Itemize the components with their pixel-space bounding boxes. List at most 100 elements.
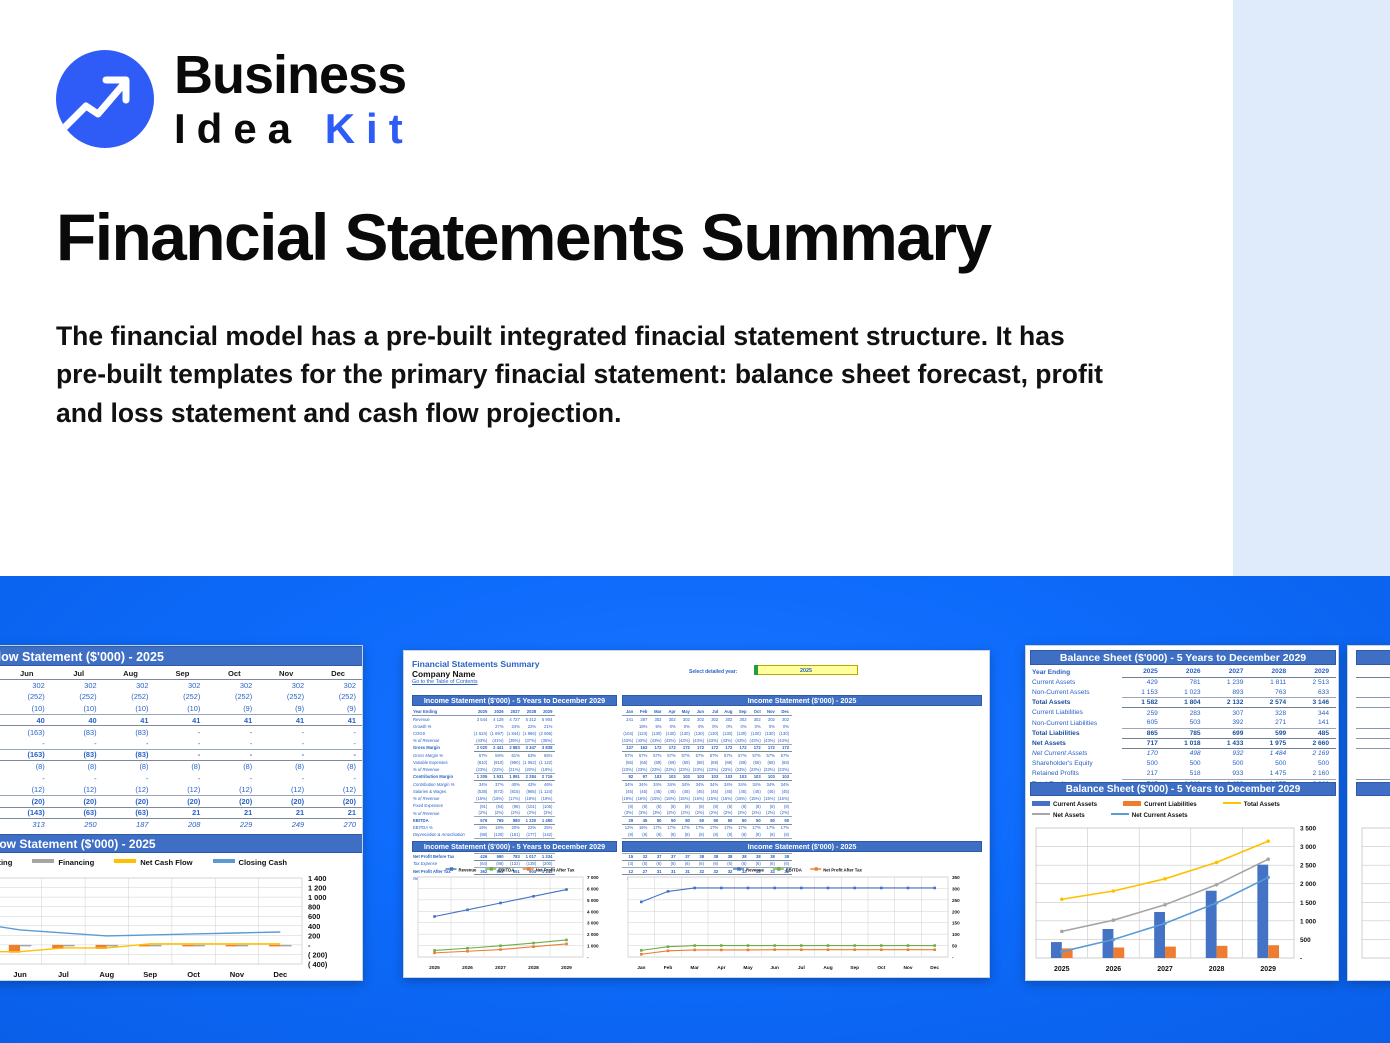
column-header: Jul [52,668,105,681]
table-cell: 1 297 [1356,697,1390,709]
table-cell: 302 [654,716,662,722]
table-cell: 37 [650,853,665,861]
table-cell: 2 441 [490,744,507,753]
table-cell: (23%) [777,766,793,774]
legend-item: Investing [0,858,13,867]
table-cell: 500 [1317,760,1329,768]
table-cell: 250 [84,820,97,830]
table-cell: 57% [709,752,719,758]
balance-sheet-screenshot-card[interactable]: Balance Sheet ($'000) - 5 Years to Decem… [1025,645,1339,981]
table-cell: 37 [664,853,679,861]
column-header: May [678,708,693,716]
cash-flow-screenshot-card[interactable]: Cash Flow Statement ($'000) - 2025 MayJu… [0,645,363,981]
table-of-contents-link[interactable]: Go to the Table of Contents [412,679,478,685]
table-cell: (64) [474,860,491,869]
svg-text:-: - [1300,956,1302,963]
hero-accent-panel [1233,0,1390,576]
table-cell: (6) [650,860,665,869]
table-cell: (15%) [749,795,764,803]
svg-text:Net Profit After Tax: Net Profit After Tax [823,868,862,873]
table-cell: (163) [0,749,1,762]
table-cell: (23%) [678,766,693,774]
table-cell: - [146,773,149,783]
table-cell: (130) [765,730,775,736]
table-cell: (2%) [763,809,778,818]
table-cell: (2%) [721,809,736,818]
table-cell: 59% [495,752,504,758]
svg-text:Jun: Jun [770,965,779,971]
table-cell: (142) [539,831,556,840]
table-cell: (43%) [692,737,708,745]
table-cell: 933 [1207,768,1251,780]
financial-summary-screenshot-card[interactable]: Financial Statements Summary Company Nam… [403,650,990,978]
table-cell: 500 [1146,760,1158,768]
table-cell: - [197,773,201,783]
table-cell: (8) [87,762,97,772]
table-cell: 172 [763,744,778,753]
table-cell: 2 020 [474,744,491,753]
brand-kit-text: Kit [324,105,414,152]
table-cell: 500 [1356,759,1390,769]
row-label: Total Liabilities [1032,729,1080,737]
table-cell: (88) [490,860,507,869]
balance-sheet-chart-title: Balance Sheet ($'000) - 5 Years to Decem… [1030,782,1336,796]
table-cell: (105) [542,803,553,809]
table-cell: 65% [544,752,553,758]
table-cell: 57% [780,752,790,758]
table-cell: 17% [723,825,733,831]
table-cell: - [249,727,253,737]
table-cell: 163 [636,744,651,753]
table-cell: (20) [52,795,105,808]
row-label: Contribution Margin [413,774,454,780]
table-cell: 429 [1146,679,1158,687]
table-cell: (161) [506,831,523,840]
table-cell: (15%) [721,795,736,803]
column-header: Jun [692,708,708,716]
year-selector-input[interactable]: 2025 [754,665,858,675]
table-cell: (138) [522,860,540,869]
table-cell: (6) [678,860,693,869]
table-cell: (10) [104,702,157,715]
column-header: Sep [735,708,750,716]
page-description: The financial model has a pre-built inte… [56,321,1104,428]
table-cell: 1 891 [506,773,523,782]
column-header: Aug [721,708,736,716]
table-row: Fixed Expenses (91) (94) (98) (101) (105) [412,802,555,809]
table-cell: 590 [490,853,507,861]
table-cell: 259 [1146,709,1158,717]
table-row: Current Liabilities 259 283 307 328 344 [1030,708,1336,718]
table-cell: (8) [713,803,719,809]
table-cell: 97 [636,773,651,782]
table-cell: (12) [156,783,209,797]
row-label: EBITDA % [413,825,433,831]
growth-arrow-icon [56,50,154,148]
table-cell: (12) [0,783,53,797]
table-cell: 599 [1250,728,1294,739]
table-row: (104) (123) (130) (130) (130) (130) (130) (130)… [622,730,792,737]
table-cell: 0% [697,723,705,729]
table-cell: 500 [1232,760,1244,768]
table-cell: (8) [670,803,676,809]
table-cell: (8) [642,803,648,809]
table-row: Total Assets 1 582 1 804 2 132 2 574 3 146 [1030,697,1336,709]
table-cell: 786 [1356,728,1390,739]
svg-text:( 400): ( 400) [308,960,328,969]
svg-text:Feb: Feb [664,965,673,971]
balance-sheet-monthly-screenshot-card[interactable]: Jan1 1741241 297936927865121 08150012512… [1347,645,1390,981]
table-cell: 5 904 [541,716,553,722]
table-row: (43%) (43%) (43%) (43%) (43%) (43%) (43%) (43%)… [622,737,793,745]
table-row: EBITDA % 16% 18% 20% 22% 25% [412,824,555,831]
table-cell: (2%) [490,809,507,818]
table-cell: (45) [724,788,733,794]
column-header: Jan [1356,667,1390,678]
table-cell: (16%) [490,795,507,803]
table-cell: 103 [678,773,693,782]
table-cell: (43%) [721,737,736,745]
table-cell: (10) [0,702,1,715]
table-cell: 103 [664,773,679,782]
table-cell [474,723,490,730]
svg-text:-: - [952,955,954,960]
table-cell: (130) [722,730,733,736]
svg-text:Jan: Jan [637,965,645,971]
svg-text:2 500: 2 500 [1300,863,1316,870]
